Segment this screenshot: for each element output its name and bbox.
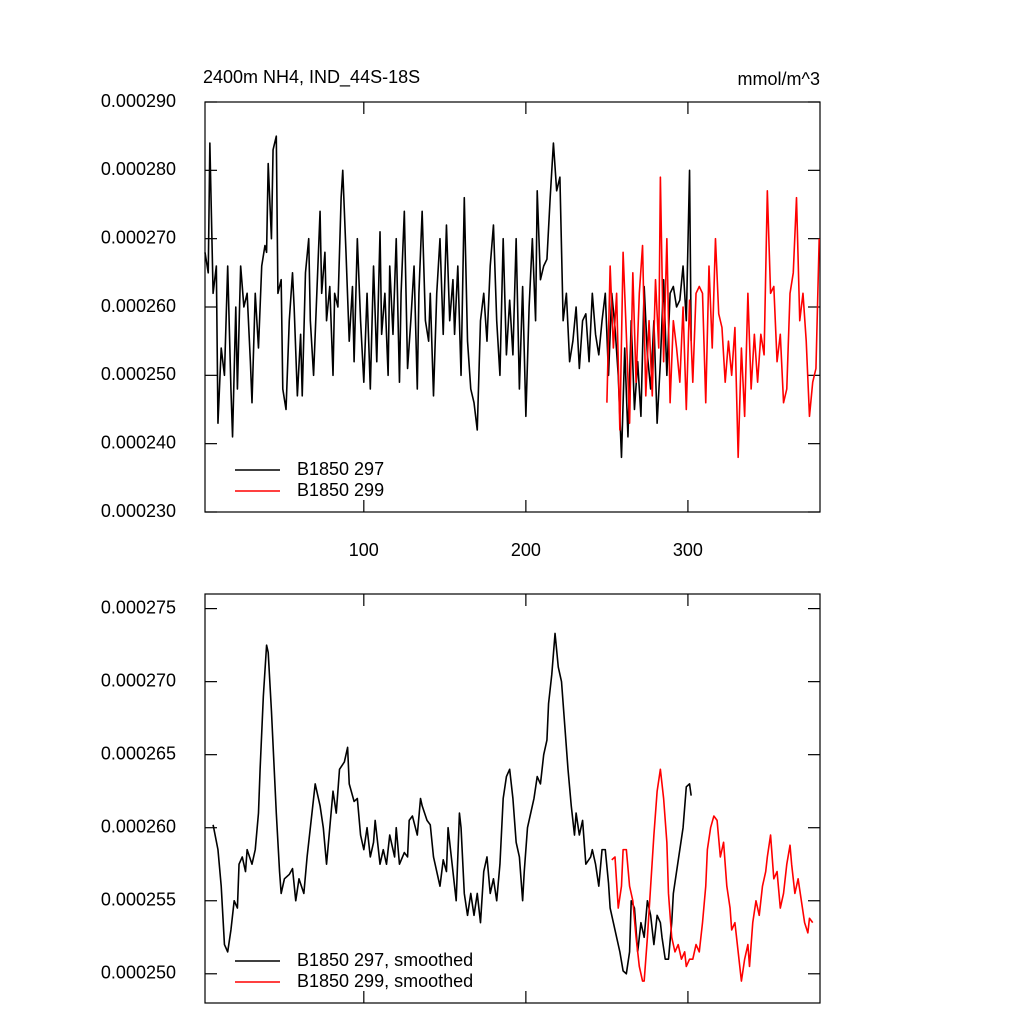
legend-label: B1850 299, smoothed bbox=[297, 971, 473, 991]
units-label: mmol/m^3 bbox=[738, 69, 820, 89]
y-tick-label: 0.000250 bbox=[101, 963, 176, 983]
series-line bbox=[212, 632, 692, 975]
x-tick-label: 200 bbox=[511, 540, 541, 560]
plot-frame bbox=[204, 593, 821, 1004]
y-tick-label: 0.000260 bbox=[101, 296, 176, 316]
legend-label: B1850 299 bbox=[297, 480, 384, 500]
y-tick-label: 0.000270 bbox=[101, 227, 176, 247]
y-tick-label: 0.000280 bbox=[101, 159, 176, 179]
x-tick-label: 100 bbox=[349, 540, 379, 560]
y-tick-label: 0.000240 bbox=[101, 432, 176, 452]
y-tick-label: 0.000270 bbox=[101, 670, 176, 690]
y-tick-label: 0.000275 bbox=[101, 597, 176, 617]
chart-title: 2400m NH4, IND_44S-18S bbox=[203, 67, 420, 88]
legend-label: B1850 297 bbox=[297, 459, 384, 479]
y-tick-label: 0.000250 bbox=[101, 364, 176, 384]
series-line bbox=[606, 176, 820, 459]
y-tick-label: 0.000230 bbox=[101, 501, 176, 521]
series-line bbox=[204, 135, 692, 459]
x-tick-label: 300 bbox=[673, 540, 703, 560]
plot-frame bbox=[204, 101, 821, 513]
y-tick-label: 0.000260 bbox=[101, 816, 176, 836]
y-tick-label: 0.000255 bbox=[101, 890, 176, 910]
series-line bbox=[611, 768, 814, 982]
legend-label: B1850 297, smoothed bbox=[297, 950, 473, 970]
y-tick-label: 0.000290 bbox=[101, 91, 176, 111]
y-tick-label: 0.000265 bbox=[101, 743, 176, 763]
